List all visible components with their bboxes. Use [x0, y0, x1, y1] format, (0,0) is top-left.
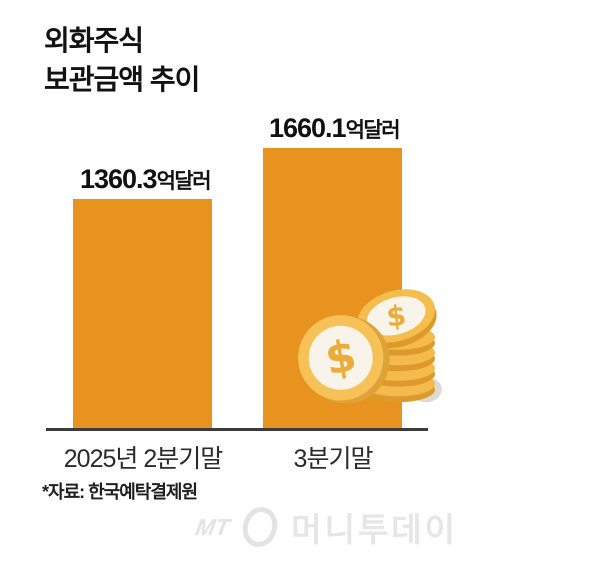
value-unit-q3: 억달러	[345, 119, 401, 142]
value-label-q2: 1360.3억달러	[45, 164, 245, 195]
moneytoday-logo-icon	[238, 503, 283, 551]
top-coin: $	[357, 289, 437, 349]
category-label-q2: 2025년 2분기말	[63, 445, 223, 473]
value-number-q3: 1660.1	[268, 113, 347, 143]
category-label-q3: 3분기말	[293, 445, 374, 473]
bar-2025-q2	[73, 199, 212, 429]
watermark: MT 머니투데이	[193, 503, 459, 551]
value-unit-q2: 억달러	[156, 170, 212, 193]
dollar-coins-icon: $ $	[298, 289, 442, 404]
value-number-q2: 1360.3	[79, 164, 158, 194]
dollar-sign-glyph: $	[385, 299, 408, 334]
chart-title: 외화주식 보관금액 추이	[44, 25, 200, 95]
source-note: *자료: 한국예탁결제원	[42, 482, 198, 502]
x-axis-line	[46, 428, 428, 431]
moneytoday-wordmark: 머니투데이	[291, 511, 459, 548]
value-label-q3: 1660.1억달러	[234, 113, 434, 144]
front-coin: $	[298, 315, 390, 404]
moneytoday-abbr: MT	[193, 513, 232, 540]
